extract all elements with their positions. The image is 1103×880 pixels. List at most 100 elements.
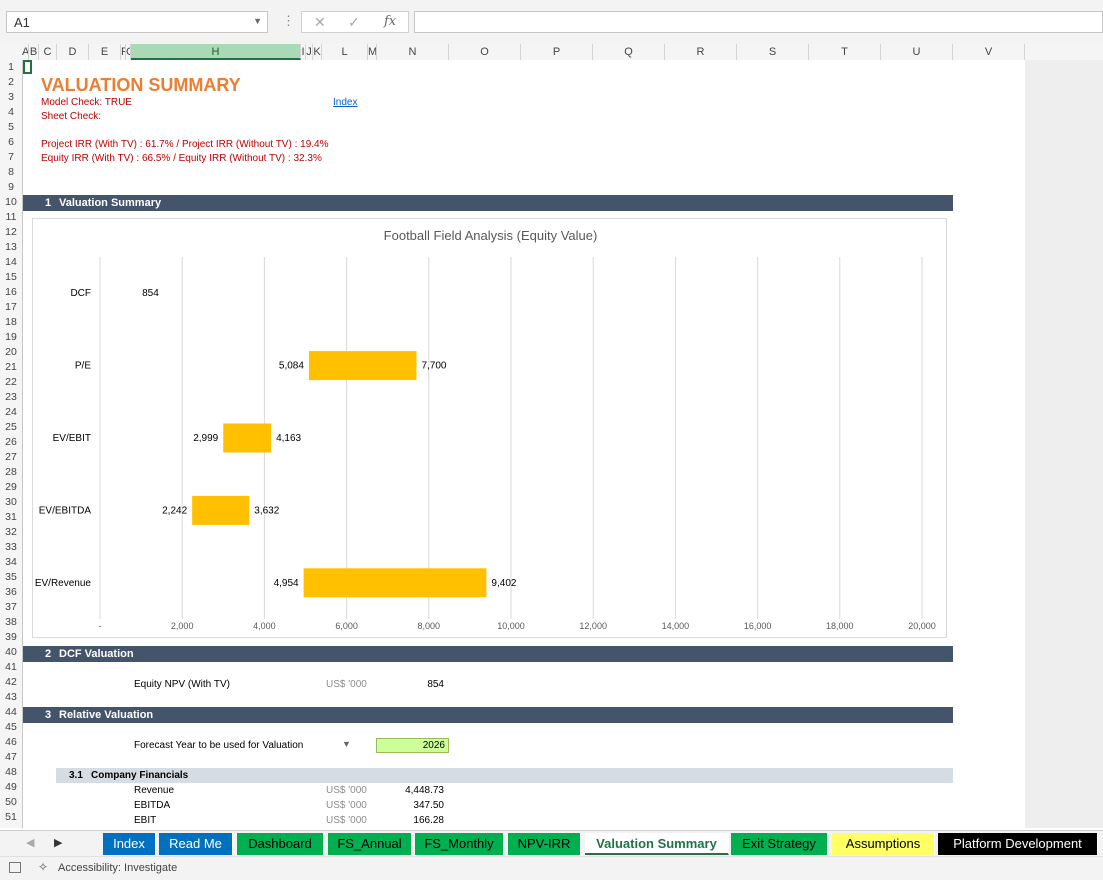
row-header[interactable]: 23 <box>5 391 17 403</box>
column-header[interactable]: M <box>368 44 377 60</box>
row-header[interactable]: 2 <box>8 76 14 88</box>
sheet-tab[interactable]: Valuation Summary <box>585 833 729 855</box>
column-header[interactable]: B <box>29 44 39 60</box>
row-header[interactable]: 10 <box>5 196 17 208</box>
row-header[interactable]: 21 <box>5 361 17 373</box>
more-options-icon[interactable]: ⋮ <box>282 13 295 28</box>
row-header[interactable]: 32 <box>5 526 17 538</box>
sheet-tab[interactable]: Exit Strategy <box>731 833 828 855</box>
row-header[interactable]: 17 <box>5 301 17 313</box>
row-header[interactable]: 51 <box>5 811 17 823</box>
row-header[interactable]: 44 <box>5 706 17 718</box>
scroll-left-icon[interactable]: ◀ <box>26 837 35 849</box>
sheet-tab[interactable]: NPV-IRR <box>508 833 581 855</box>
row-header[interactable]: 34 <box>5 556 17 568</box>
row-header[interactable]: 29 <box>5 481 17 493</box>
row-header[interactable]: 4 <box>8 106 14 118</box>
row-header[interactable]: 3 <box>8 91 14 103</box>
accessibility-icon[interactable]: ✧ <box>38 860 49 874</box>
row-header[interactable]: 6 <box>8 136 14 148</box>
enter-icon[interactable]: ✓ <box>348 14 360 30</box>
chevron-down-icon[interactable]: ▼ <box>342 739 351 749</box>
row-header[interactable]: 43 <box>5 691 17 703</box>
row-header[interactable]: 13 <box>5 241 17 253</box>
row-header[interactable]: 7 <box>8 151 14 163</box>
row-header[interactable]: 9 <box>8 181 14 193</box>
chevron-down-icon[interactable]: ▼ <box>253 16 262 26</box>
row-header[interactable]: 47 <box>5 751 17 763</box>
column-header[interactable]: C <box>39 44 57 60</box>
column-header[interactable]: N <box>377 44 449 60</box>
accessibility-status[interactable]: Accessibility: Investigate <box>58 862 178 874</box>
column-header[interactable]: A <box>22 44 29 60</box>
row-header[interactable]: 31 <box>5 511 17 523</box>
row-header[interactable]: 12 <box>5 226 17 238</box>
row-header[interactable]: 48 <box>5 766 17 778</box>
sheet-tab[interactable]: Read Me <box>159 833 233 855</box>
column-header[interactable]: I <box>301 44 306 60</box>
row-header[interactable]: 50 <box>5 796 17 808</box>
row-header[interactable]: 39 <box>5 631 17 643</box>
column-header[interactable]: Q <box>593 44 665 60</box>
row-header[interactable]: 14 <box>5 256 17 268</box>
column-header-selected[interactable]: H <box>131 44 301 60</box>
sheet-tab[interactable]: FS_Monthly <box>415 833 504 855</box>
forecast-year-input[interactable]: 2026 <box>376 738 449 753</box>
row-header[interactable]: 40 <box>5 646 17 658</box>
column-header[interactable]: U <box>881 44 953 60</box>
column-header[interactable]: F <box>121 44 126 60</box>
active-cell[interactable] <box>23 60 32 74</box>
column-header[interactable]: L <box>322 44 368 60</box>
row-header[interactable]: 24 <box>5 406 17 418</box>
row-header[interactable]: 38 <box>5 616 17 628</box>
row-header[interactable]: 42 <box>5 676 17 688</box>
row-header[interactable]: 1 <box>8 61 14 73</box>
row-header[interactable]: 46 <box>5 736 17 748</box>
column-header[interactable]: K <box>313 44 322 60</box>
row-header[interactable]: 49 <box>5 781 17 793</box>
row-header[interactable]: 5 <box>8 121 14 133</box>
column-header[interactable]: V <box>953 44 1025 60</box>
column-header[interactable]: E <box>89 44 121 60</box>
name-box[interactable]: A1 ▼ <box>6 11 268 33</box>
row-header[interactable]: 8 <box>8 166 14 178</box>
sheet-tab[interactable]: Index <box>103 833 156 855</box>
row-header[interactable]: 20 <box>5 346 17 358</box>
row-header[interactable]: 11 <box>5 211 17 223</box>
row-header[interactable]: 37 <box>5 601 17 613</box>
row-header[interactable]: 22 <box>5 376 17 388</box>
insert-function-icon[interactable]: fx <box>384 14 397 29</box>
row-header[interactable]: 28 <box>5 466 17 478</box>
sheet-tab[interactable]: FS_Annual <box>328 833 412 855</box>
cancel-icon[interactable]: ✕ <box>314 14 326 30</box>
row-header[interactable]: 26 <box>5 436 17 448</box>
row-header[interactable]: 36 <box>5 586 17 598</box>
column-header[interactable]: O <box>449 44 521 60</box>
column-header[interactable]: D <box>57 44 89 60</box>
column-header[interactable]: T <box>809 44 881 60</box>
row-header[interactable]: 30 <box>5 496 17 508</box>
sheet-view-icon[interactable] <box>9 862 21 873</box>
column-header[interactable]: S <box>737 44 809 60</box>
column-header[interactable]: G <box>126 44 131 60</box>
row-header[interactable]: 33 <box>5 541 17 553</box>
formula-input[interactable] <box>414 11 1103 33</box>
row-header[interactable]: 16 <box>5 286 17 298</box>
sheet-tab[interactable]: Assumptions <box>832 833 935 855</box>
scroll-right-icon[interactable]: ▶ <box>54 837 63 849</box>
column-header[interactable]: P <box>521 44 593 60</box>
football-field-chart[interactable]: Football Field Analysis (Equity Value) -… <box>32 218 947 638</box>
row-header[interactable]: 19 <box>5 331 17 343</box>
row-header[interactable]: 27 <box>5 451 17 463</box>
row-header[interactable]: 18 <box>5 316 17 328</box>
row-header[interactable]: 41 <box>5 661 17 673</box>
row-header[interactable]: 25 <box>5 421 17 433</box>
sheet-tab[interactable]: Dashboard <box>237 833 324 855</box>
row-header[interactable]: 45 <box>5 721 17 733</box>
row-header[interactable]: 15 <box>5 271 17 283</box>
sheet-tab[interactable]: Platform Development <box>938 833 1098 855</box>
column-header[interactable]: R <box>665 44 737 60</box>
worksheet[interactable]: VALUATION SUMMARY Model Check: TRUE Shee… <box>23 60 1103 828</box>
index-link[interactable]: Index <box>333 97 358 108</box>
row-header[interactable]: 35 <box>5 571 17 583</box>
